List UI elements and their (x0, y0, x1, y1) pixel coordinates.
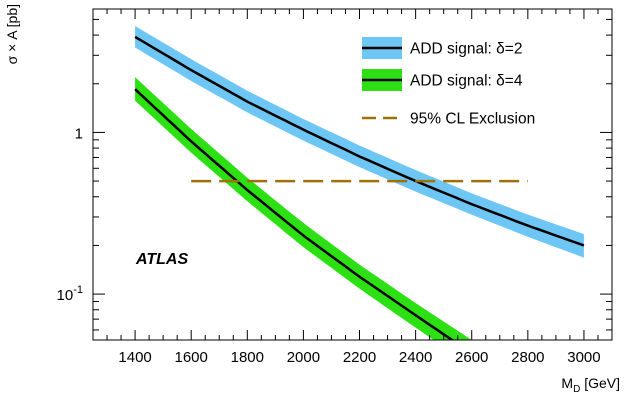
y-axis-title: σ × A [pb] (4, 4, 20, 64)
x-tick-label: 2400 (399, 349, 432, 366)
x-tick-label: 1400 (118, 349, 151, 366)
uncertainty-bands (135, 26, 584, 340)
x-tick-label: 2600 (455, 349, 488, 366)
x-tick-label: 1600 (175, 349, 208, 366)
y-tick-label: 1 (75, 125, 83, 142)
x-tick-label: 2200 (343, 349, 376, 366)
series-2-line (134, 88, 455, 340)
series-lines (134, 35, 585, 340)
legend-label: 95% CL Exclusion (410, 111, 535, 128)
legend-label: ADD signal: δ=2 (410, 41, 522, 58)
axis-ticks (93, 9, 613, 340)
legend: ADD signal: δ=2 ADD signal: δ=4 95% CL Exc… (362, 37, 535, 128)
plot-frame (92, 8, 613, 341)
x-tick-label: 2000 (287, 349, 320, 366)
x-tick-label: 2800 (511, 349, 544, 366)
x-tick-label: 3000 (567, 349, 600, 366)
legend-label: ADD signal: δ=4 (410, 73, 523, 90)
x-axis-title: MD [GeV] (561, 375, 620, 395)
axis-tick-labels: 1400 1600 1800 2000 2200 2400 2600 2800 3000 1 10-… (57, 125, 601, 366)
series-1-line (134, 35, 585, 247)
y-tick-label: 10-1 (57, 284, 83, 304)
series-1-band (135, 26, 584, 258)
atlas-label: ATLAS (135, 251, 188, 268)
x-tick-label: 1800 (231, 349, 264, 366)
